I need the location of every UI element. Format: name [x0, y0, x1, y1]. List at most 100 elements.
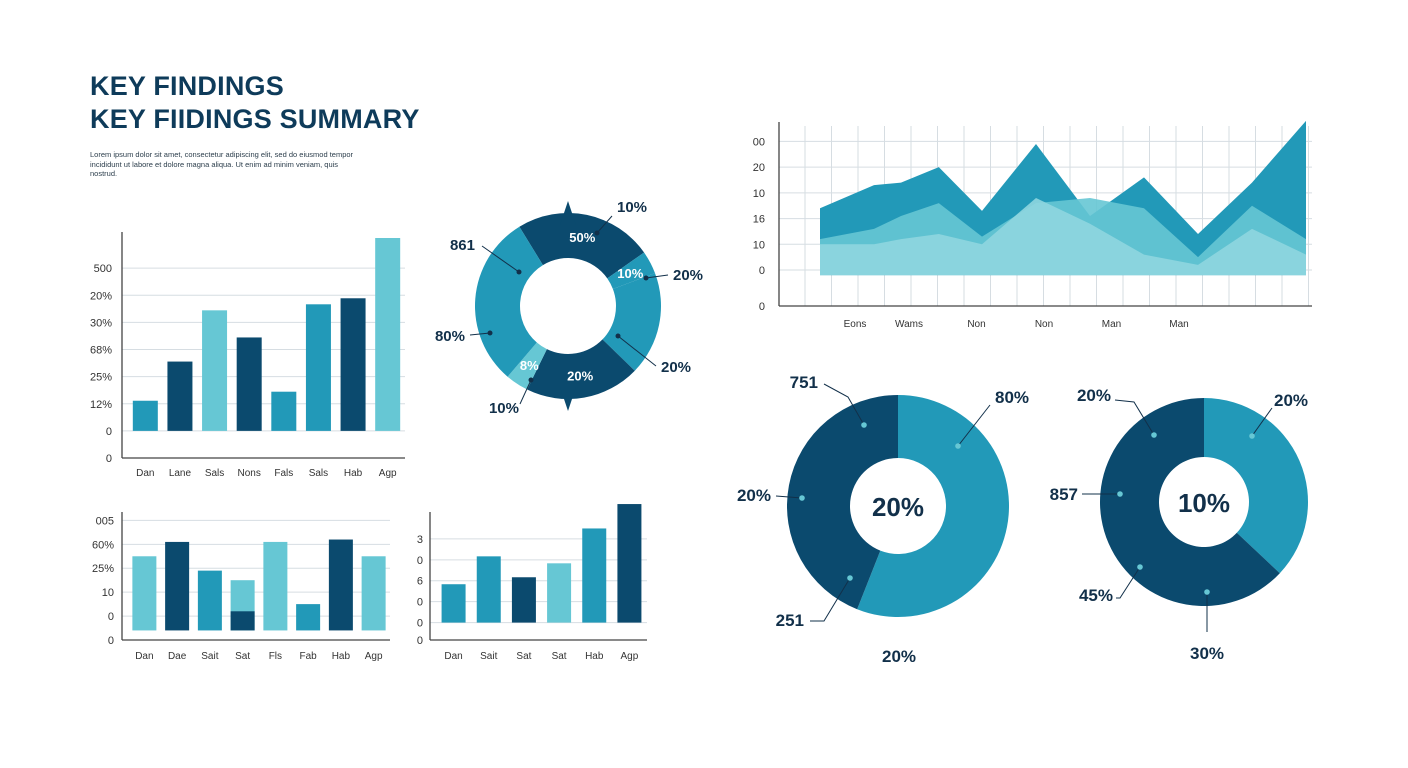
bar — [263, 541, 288, 631]
callout-label: 10% — [489, 400, 519, 417]
intro-paragraph: Lorem ipsum dolor sit amet, consectetur … — [90, 150, 354, 178]
donut-center-label: 20% — [872, 492, 924, 522]
y-tick-label: 0 — [417, 618, 423, 630]
y-tick-label: 10 — [102, 587, 114, 599]
y-tick-label: 0 — [759, 265, 765, 277]
callout-dot — [487, 330, 493, 336]
callout-dot — [615, 333, 621, 339]
callout-label: 20% — [673, 267, 703, 284]
y-tick-label: 0 — [106, 426, 112, 438]
x-tick-label: Sat — [235, 651, 250, 662]
y-tick-label: 16 — [753, 214, 765, 226]
y-tick-label: 0 — [417, 555, 423, 567]
callout-label: 251 — [776, 611, 804, 630]
ring-slice-label: 20% — [567, 368, 593, 383]
callout-line — [823, 383, 865, 426]
x-tick-label: Agp — [379, 468, 397, 479]
x-tick-label: Fls — [269, 651, 282, 662]
x-tick-label: Sals — [205, 468, 224, 479]
page-title: KEY FINDINGS — [90, 71, 284, 101]
bar — [328, 539, 353, 631]
callout-label: 20% — [882, 647, 916, 666]
bar-segment — [230, 611, 255, 631]
y-tick-label: 0 — [106, 453, 112, 465]
ring-slice-label: 8% — [520, 358, 539, 373]
callout-line — [810, 577, 851, 622]
y-tick-label: 0 — [417, 597, 423, 609]
bar — [582, 528, 607, 623]
callout-line — [645, 274, 669, 279]
callout-label: 20% — [1077, 386, 1111, 405]
x-tick-label: Man — [1102, 319, 1121, 330]
y-tick-label: 25% — [90, 372, 112, 384]
bar — [271, 391, 297, 431]
callout-label: 45% — [1079, 586, 1113, 605]
donut-slice — [1100, 398, 1280, 606]
x-tick-label: Agp — [621, 651, 639, 662]
x-tick-label: Dae — [168, 651, 187, 662]
x-tick-label: Sait — [480, 651, 497, 662]
callout-label: 751 — [790, 373, 818, 392]
ring-hole — [521, 259, 615, 353]
y-tick-label: 0 — [108, 635, 114, 647]
y-tick-label: 68% — [90, 345, 112, 357]
callout-label: 20% — [737, 486, 771, 505]
callout-line — [596, 215, 613, 234]
donut-slice — [857, 395, 1010, 618]
y-tick-label: 0 — [759, 301, 765, 313]
callout-dot — [955, 443, 961, 449]
x-tick-label: Eons — [844, 319, 867, 330]
x-tick-label: Sait — [201, 651, 218, 662]
x-tick-label: Non — [1035, 319, 1053, 330]
callout-line — [617, 335, 657, 367]
callout-line — [1114, 399, 1155, 436]
donut-center-label: 10% — [1178, 488, 1230, 518]
callout-dot — [1249, 433, 1255, 439]
y-tick-label: 0 — [108, 611, 114, 623]
ring-slice — [602, 273, 661, 371]
ring-slice-label: 10% — [617, 266, 643, 281]
y-tick-label: 30% — [90, 317, 112, 329]
y-tick-label: 00 — [753, 136, 765, 148]
bar — [375, 238, 401, 431]
bar — [441, 584, 466, 623]
bar — [305, 304, 331, 431]
bar — [547, 563, 572, 623]
x-tick-label: Sat — [552, 651, 567, 662]
callout-line — [957, 404, 991, 447]
bar — [236, 337, 262, 431]
callout-label: 30% — [1190, 644, 1224, 663]
callout-label: 857 — [1050, 485, 1078, 504]
x-tick-label: Hab — [332, 651, 351, 662]
x-tick-label: Non — [967, 319, 985, 330]
x-tick-label: Dan — [444, 651, 462, 662]
y-tick-label: 005 — [96, 515, 114, 527]
callout-dot — [528, 377, 534, 383]
x-tick-label: Dan — [136, 468, 154, 479]
y-tick-label: 60% — [92, 539, 114, 551]
ring-notch — [560, 201, 576, 225]
callout-line — [469, 332, 491, 336]
ring-slice — [475, 226, 543, 377]
area-series — [820, 198, 1306, 276]
x-tick-label: Nons — [238, 468, 261, 479]
bar — [340, 298, 366, 431]
ring-slice — [519, 212, 645, 279]
callout-dot — [1204, 589, 1210, 595]
x-tick-label: Man — [1169, 319, 1188, 330]
y-tick-label: 20% — [90, 290, 112, 302]
y-tick-label: 12% — [90, 399, 112, 411]
x-tick-label: Sals — [309, 468, 328, 479]
callout-dot — [1117, 491, 1123, 497]
x-tick-label: Wams — [895, 319, 923, 330]
y-tick-label: 10 — [753, 188, 765, 200]
x-tick-label: Sat — [516, 651, 531, 662]
page-subtitle: KEY FIIDINGS SUMMARY — [90, 104, 420, 134]
callout-label: 10% — [617, 199, 647, 216]
donut-slice — [1204, 398, 1309, 574]
x-tick-label: Hab — [344, 468, 363, 479]
x-tick-label: Fab — [300, 651, 318, 662]
